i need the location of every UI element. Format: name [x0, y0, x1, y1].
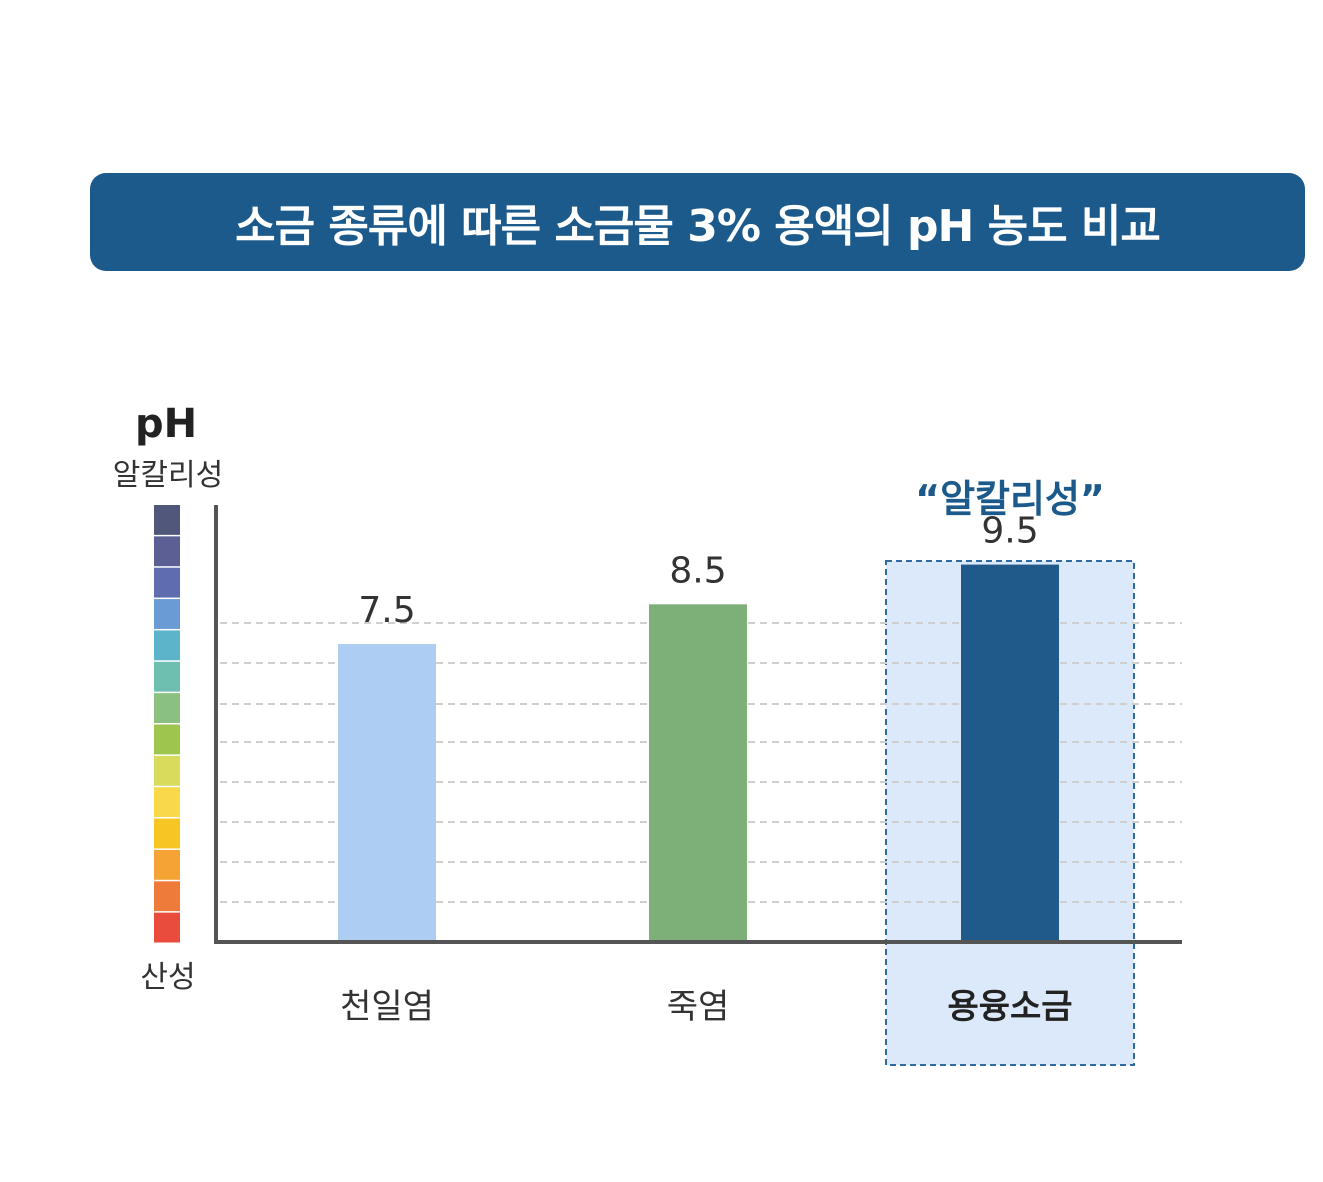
- value-label-1: 7.5: [358, 590, 415, 631]
- value-label-2: 8.5: [669, 550, 726, 591]
- category-label-2: 죽염: [667, 987, 730, 1027]
- highlight-callout: “알칼리성”: [915, 477, 1105, 521]
- scale-segment: [154, 505, 180, 535]
- scale-segment: [154, 630, 180, 661]
- scale-segment: [154, 755, 180, 786]
- scale-top-label: 알칼리성: [113, 458, 223, 493]
- category-labels: 천일염 죽염 용융소금: [340, 987, 1072, 1027]
- value-labels: 7.5 8.5 9.5: [358, 511, 1038, 631]
- ph-color-scale: [154, 505, 180, 943]
- scale-segment: [154, 849, 180, 880]
- bar-3: [961, 564, 1059, 942]
- scale-bottom-label: 산성: [140, 960, 195, 995]
- category-label-1: 천일염: [340, 987, 434, 1027]
- scale-segment: [154, 912, 180, 943]
- scale-segment: [154, 599, 180, 629]
- category-label-3: 용융소금: [947, 987, 1072, 1027]
- scale-segment: [154, 567, 180, 598]
- value-label-3: 9.5: [981, 511, 1038, 552]
- scale-segment: [154, 693, 180, 723]
- bar-2: [649, 604, 747, 942]
- bar-1: [338, 644, 436, 942]
- bars: [338, 564, 1059, 942]
- scale-segment: [154, 536, 180, 567]
- scale-segment: [154, 881, 180, 912]
- scale-segment: [154, 818, 180, 849]
- title-banner: 소금 종류에 따른 소금물 3% 용액의 pH 농도 비교: [90, 173, 1305, 271]
- scale-segment: [154, 661, 180, 692]
- scale-segment: [154, 724, 180, 755]
- y-axis-label: pH: [135, 401, 197, 447]
- chart-title: 소금 종류에 따른 소금물 3% 용액의 pH 농도 비교: [235, 201, 1161, 252]
- scale-segment: [154, 787, 180, 818]
